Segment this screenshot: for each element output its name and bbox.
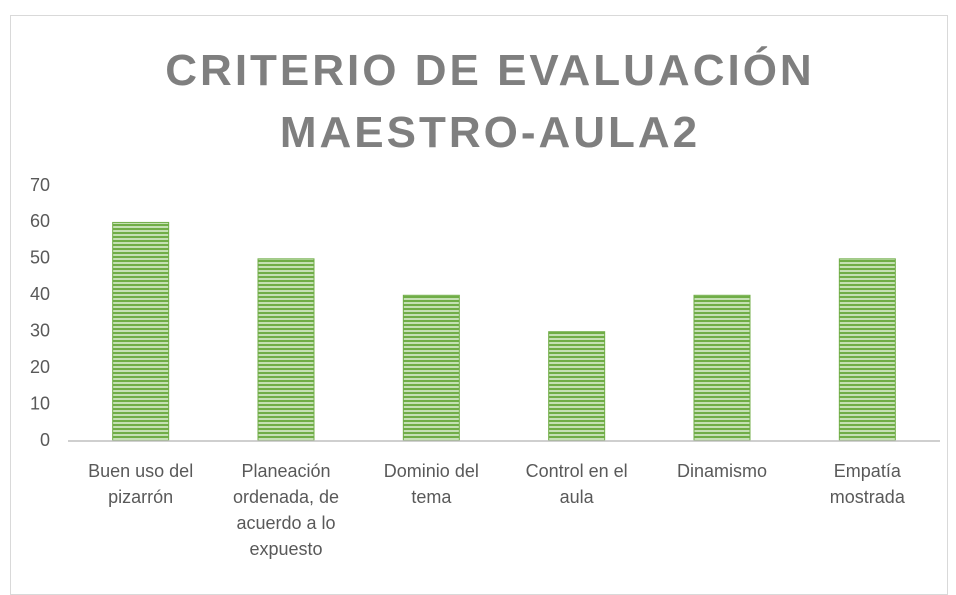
y-tick-label: 30 bbox=[30, 320, 50, 340]
y-tick-label: 60 bbox=[30, 211, 50, 231]
y-tick-label: 40 bbox=[30, 284, 50, 304]
bar bbox=[548, 331, 606, 442]
x-tick-label: Buen uso del pizarrón bbox=[88, 461, 194, 507]
bar bbox=[693, 294, 751, 442]
y-tick-label: 70 bbox=[30, 175, 50, 195]
bar bbox=[257, 258, 315, 442]
y-tick-label: 10 bbox=[30, 393, 50, 413]
bar bbox=[112, 221, 170, 442]
y-tick-label: 20 bbox=[30, 357, 50, 377]
x-tick-label: Dominio del tema bbox=[383, 461, 479, 507]
x-tick-label: Planeación ordenada, de acuerdo a lo exp… bbox=[232, 461, 340, 559]
y-tick-label: 50 bbox=[30, 248, 50, 268]
x-tick-label: Control en el aula bbox=[525, 461, 628, 507]
x-tick-label: Dinamismo bbox=[676, 461, 768, 481]
x-tick-label: Empatía mostrada bbox=[829, 461, 905, 507]
bar bbox=[838, 258, 896, 442]
y-tick-label: 0 bbox=[40, 430, 50, 450]
chart-title: CRITERIO DE EVALUACIÓN MAESTRO-AULA2 bbox=[165, 46, 815, 157]
bar bbox=[402, 294, 460, 442]
